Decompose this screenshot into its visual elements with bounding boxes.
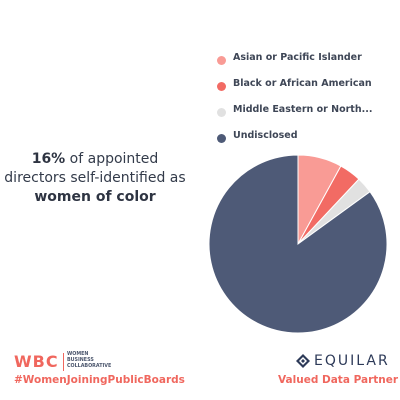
legend-label: Undisclosed bbox=[233, 130, 298, 141]
legend-label: Asian or Pacific Islander bbox=[233, 52, 362, 63]
legend-swatch bbox=[217, 134, 226, 143]
headline-line-2: directors self-identified as bbox=[4, 170, 186, 186]
legend-item: Black or African American bbox=[217, 77, 400, 103]
headline-emphasis: women of color bbox=[34, 189, 156, 205]
headline: 16% of appointed directors self-identifi… bbox=[0, 150, 190, 207]
wbc-logo-divider bbox=[63, 353, 64, 371]
headline-line-1-rest: of appointed bbox=[65, 151, 159, 167]
wbc-logo-subtitle: WOMEN BUSINESS COLLABORATIVE bbox=[67, 352, 112, 369]
headline-line-1: 16% of appointed bbox=[0, 150, 190, 169]
legend-swatch bbox=[217, 108, 226, 117]
legend-item: Asian or Pacific Islander bbox=[217, 51, 400, 77]
headline-line-3: women of color bbox=[0, 188, 190, 207]
equilar-logo-text: EQUILAR bbox=[314, 353, 390, 369]
wbc-logo-letters: WBC bbox=[14, 352, 59, 371]
equilar-mark-icon bbox=[296, 354, 310, 368]
legend-label: Black or African American bbox=[233, 78, 372, 89]
pie-slice bbox=[208, 154, 388, 334]
legend-label: Middle Eastern or North... bbox=[233, 104, 373, 115]
legend-swatch bbox=[217, 56, 226, 65]
legend-item: Undisclosed bbox=[217, 129, 400, 155]
headline-percent: 16% bbox=[31, 151, 66, 167]
legend-swatch bbox=[217, 82, 226, 91]
hashtag: #WomenJoiningPublicBoards bbox=[14, 374, 185, 386]
legend-item: Middle Eastern or North... bbox=[217, 103, 400, 129]
partner-text: Valued Data Partner bbox=[278, 374, 399, 386]
chart-legend: Asian or Pacific Islander Black or Africa… bbox=[217, 51, 400, 155]
pie-chart bbox=[208, 154, 388, 334]
